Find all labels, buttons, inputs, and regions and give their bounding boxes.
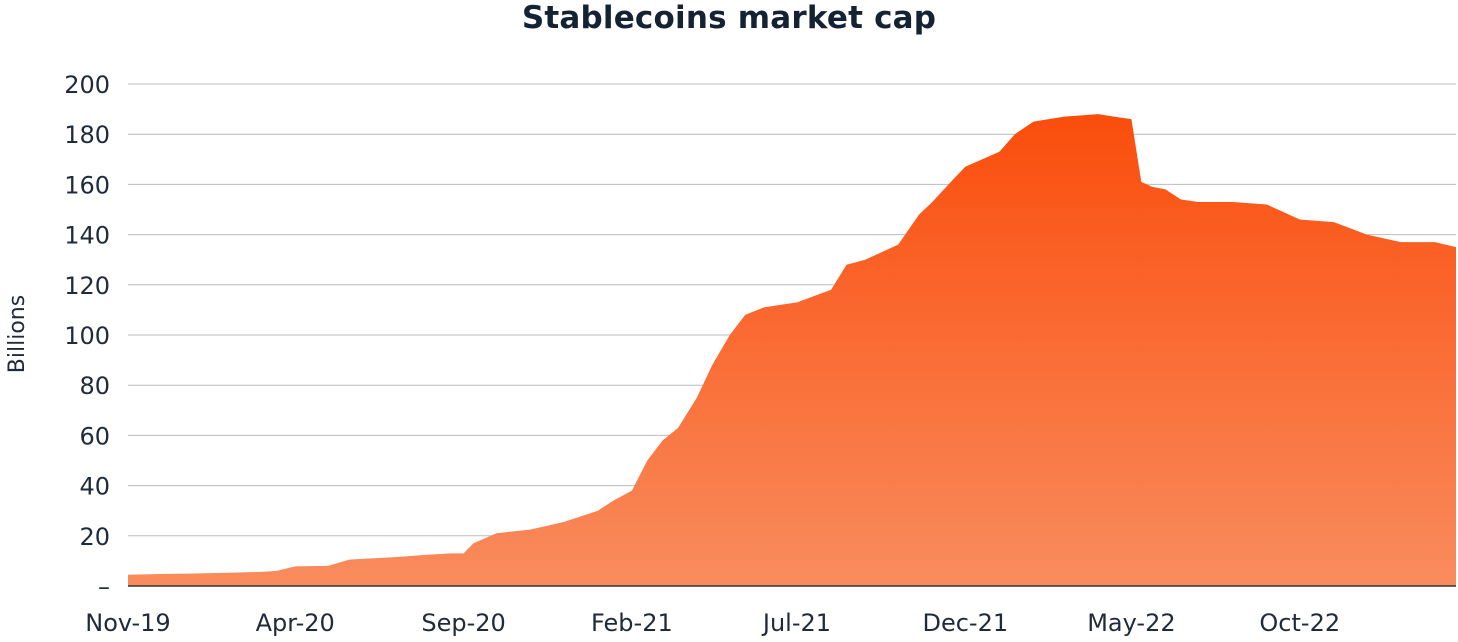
y-tick-label: 80 — [79, 372, 110, 400]
y-tick-label: 140 — [64, 222, 110, 250]
y-tick-label: 160 — [64, 171, 110, 199]
y-tick-label: 60 — [79, 422, 110, 450]
y-tick-label: 120 — [64, 272, 110, 300]
x-tick-label: Apr-20 — [256, 609, 335, 637]
y-axis-label: Billions — [5, 295, 30, 373]
x-axis: Nov-19 Apr-20 Sep-20 Feb-21 Jul-21 Dec-21 May-… — [85, 609, 1340, 637]
y-tick-label: 200 — [64, 71, 110, 99]
y-tick-label: 180 — [64, 121, 110, 149]
y-axis: – 20 40 60 80 100 120 140 160 180 200 — [64, 71, 110, 601]
x-tick-label: Feb-21 — [591, 609, 673, 637]
market-cap-area — [128, 114, 1456, 586]
x-tick-label: Dec-21 — [922, 609, 1008, 637]
x-tick-label: Sep-20 — [421, 609, 505, 637]
x-tick-label: May-22 — [1087, 609, 1175, 637]
x-tick-label: Jul-21 — [761, 609, 831, 637]
y-tick-label: 100 — [64, 322, 110, 350]
chart-title: Stablecoins market cap — [521, 0, 937, 36]
y-tick-label: 20 — [79, 523, 110, 551]
y-tick-label: 40 — [79, 473, 110, 501]
x-tick-label: Oct-22 — [1259, 609, 1340, 637]
y-tick-label: – — [98, 573, 110, 601]
x-tick-label: Nov-19 — [85, 609, 170, 637]
